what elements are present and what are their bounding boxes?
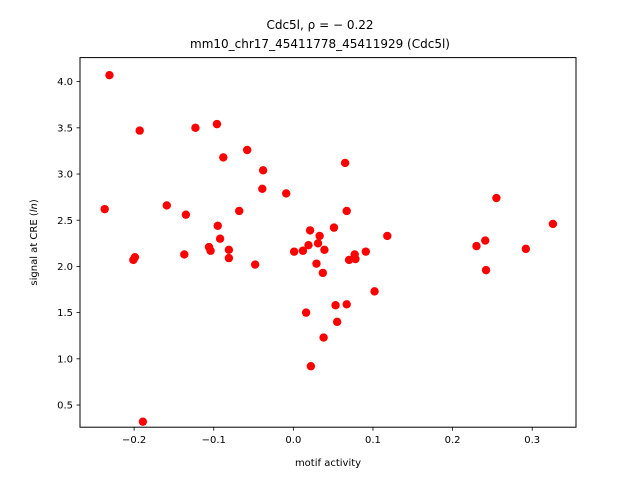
data-point — [180, 250, 189, 259]
data-point — [304, 240, 313, 250]
data-point — [250, 260, 260, 269]
data-point — [135, 126, 144, 135]
data-point — [242, 145, 252, 155]
data-point — [258, 184, 267, 194]
y-axis-label-prefix: signal at CRE ( — [29, 212, 40, 285]
chart-title: Cdc5l, ρ = − 0.22 mm10_chr17_45411778_45… — [190, 18, 450, 51]
data-point — [224, 253, 234, 263]
data-point — [315, 231, 324, 241]
y-axis-label-suffix: ) — [29, 199, 40, 203]
chart-title-line-2: mm10_chr17_45411778_45411929 (Cdc5l) — [190, 37, 450, 51]
data-point — [289, 247, 299, 256]
y-tick-label: 3.0 — [57, 170, 73, 181]
plot-area-frame — [79, 57, 577, 428]
data-point — [162, 201, 171, 210]
x-tick-label: −0.2 — [122, 435, 146, 446]
y-tick-label: 1.0 — [57, 354, 73, 365]
data-point — [481, 236, 490, 245]
data-point — [100, 204, 109, 214]
data-point — [342, 206, 351, 216]
data-point — [258, 166, 268, 175]
data-point — [342, 300, 351, 309]
data-point — [305, 226, 315, 235]
data-point — [282, 189, 291, 198]
chart-title-line-1: Cdc5l, ρ = − 0.22 — [266, 18, 373, 32]
data-point — [235, 206, 244, 216]
data-point — [481, 265, 491, 275]
x-tick-label: 0.0 — [285, 435, 301, 446]
data-point — [301, 308, 311, 317]
data-point — [313, 239, 323, 248]
data-point — [521, 244, 531, 254]
data-point — [306, 362, 316, 371]
data-point — [492, 193, 501, 203]
data-point — [320, 245, 329, 254]
data-point — [215, 234, 225, 243]
y-axis-label-italic: ln — [29, 203, 40, 212]
data-point — [329, 223, 339, 232]
x-tick-label: 0.1 — [365, 435, 381, 446]
x-axis-label: motif activity — [295, 458, 361, 469]
x-tick-label: 0.2 — [445, 435, 461, 446]
data-point — [332, 317, 342, 327]
data-point — [318, 268, 328, 278]
data-point — [370, 287, 379, 296]
data-point — [383, 231, 392, 241]
y-tick-label: 3.5 — [57, 123, 73, 134]
data-point — [213, 221, 222, 230]
y-tick-label: 2.0 — [57, 262, 73, 273]
y-tick-label: 4.0 — [57, 77, 73, 88]
x-tick-label: 0.3 — [524, 435, 540, 446]
y-tick-label: 2.5 — [57, 216, 73, 227]
data-point — [351, 254, 360, 264]
data-point — [472, 241, 481, 251]
data-point — [298, 246, 308, 255]
x-axis-ticks: −0.2 −0.1 0.0 0.1 0.2 0.3 — [122, 427, 540, 446]
data-point — [344, 255, 354, 265]
data-point — [340, 158, 350, 168]
data-point — [319, 333, 328, 342]
data-point — [138, 417, 148, 426]
data-point — [361, 247, 371, 256]
data-point — [212, 119, 222, 129]
data-point — [331, 301, 340, 310]
data-point — [181, 210, 191, 219]
data-point — [224, 245, 234, 254]
x-tick-label: −0.1 — [202, 435, 226, 446]
y-axis-label: signal at CRE (ln) — [29, 199, 40, 285]
y-axis-ticks: 0.5 1.0 1.5 2.0 2.5 3.0 3.5 4.0 — [57, 77, 80, 412]
data-point — [206, 246, 215, 255]
y-tick-label: 0.5 — [57, 401, 73, 412]
data-point — [105, 70, 114, 80]
data-points — [100, 70, 558, 426]
data-point — [312, 259, 321, 268]
y-tick-label: 1.5 — [57, 308, 73, 319]
data-point — [548, 219, 558, 229]
data-point — [129, 255, 138, 265]
data-point — [191, 123, 200, 133]
data-point — [219, 153, 228, 162]
